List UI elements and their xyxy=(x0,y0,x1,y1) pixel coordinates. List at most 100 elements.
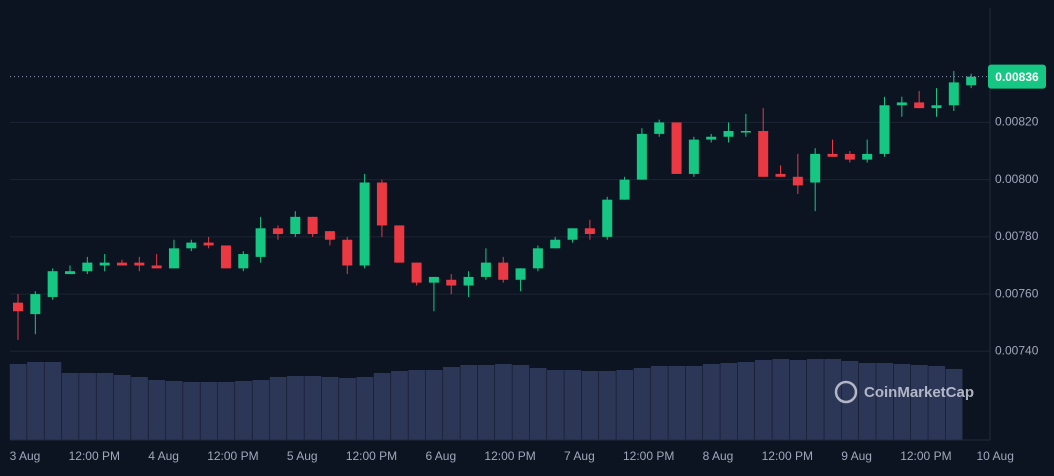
x-tick-label: 4 Aug xyxy=(148,449,179,463)
y-tick-label: 0.00740 xyxy=(995,343,1039,357)
candle-body xyxy=(914,102,925,109)
candle-body xyxy=(931,105,942,109)
watermark-icon xyxy=(834,380,858,404)
candle-body xyxy=(602,199,613,237)
watermark: CoinMarketCap xyxy=(834,380,974,404)
volume-bar xyxy=(391,371,408,440)
candle-body xyxy=(376,182,387,226)
candle-body xyxy=(394,225,405,263)
volume-bar xyxy=(477,365,495,440)
volume-bar xyxy=(824,359,842,440)
candle-body xyxy=(116,262,127,266)
volume-bar xyxy=(737,362,755,440)
volume-bar xyxy=(9,364,27,440)
volume-bar xyxy=(651,366,668,440)
x-tick-label: 8 Aug xyxy=(703,449,734,463)
volume-bar xyxy=(44,362,62,440)
volume-bar xyxy=(789,360,807,440)
volume-bar xyxy=(581,371,599,440)
x-tick-label: 12:00 PM xyxy=(69,449,120,463)
volume-bar xyxy=(252,380,270,440)
price-tag xyxy=(988,64,1046,89)
candle-body xyxy=(966,76,977,86)
candle-body xyxy=(255,228,266,257)
candle-body xyxy=(134,262,145,266)
candle-body xyxy=(186,242,197,249)
candle-body xyxy=(238,254,249,269)
candle-body xyxy=(428,276,439,283)
volume-bar xyxy=(910,365,928,440)
volume-bar xyxy=(460,365,478,440)
candle-body xyxy=(775,173,786,177)
volume-bar xyxy=(356,377,374,440)
x-tick-label: 12:00 PM xyxy=(762,449,813,463)
x-tick-label: 7 Aug xyxy=(564,449,595,463)
volume-bar xyxy=(616,370,634,440)
x-tick-label: 12:00 PM xyxy=(900,449,951,463)
volume-bar xyxy=(183,382,200,440)
candle-body xyxy=(290,216,301,235)
candle-body xyxy=(636,133,647,180)
candle-body xyxy=(827,153,838,157)
volume-bar xyxy=(547,370,564,440)
volume-bar xyxy=(945,369,963,440)
y-tick-label: 0.00780 xyxy=(995,229,1039,243)
candle-body xyxy=(654,122,665,134)
volume-bar xyxy=(217,382,235,440)
volume-bar xyxy=(27,362,44,440)
x-tick-label: 3 Aug xyxy=(10,449,41,463)
volume-bar xyxy=(720,363,738,440)
volume-bar xyxy=(113,375,131,440)
volume-bar xyxy=(928,366,946,440)
candle-body xyxy=(810,153,821,183)
volume-bar xyxy=(806,359,824,440)
volume-bar xyxy=(495,364,512,440)
candle-body xyxy=(688,139,699,174)
volume-bar xyxy=(200,382,218,440)
candle-body xyxy=(619,179,630,200)
candle-body xyxy=(359,182,370,266)
candle-body xyxy=(30,294,41,315)
candle-body xyxy=(948,82,959,106)
volume-bar xyxy=(79,373,96,440)
volume-bar xyxy=(772,359,790,440)
candle-body xyxy=(64,271,75,275)
candle-body xyxy=(203,242,214,246)
candle-body xyxy=(307,216,318,235)
x-tick-label: 10 Aug xyxy=(977,449,1014,463)
candle-body xyxy=(151,265,162,269)
x-tick-label: 12:00 PM xyxy=(207,449,258,463)
candle-body xyxy=(411,262,422,283)
y-tick-label: 0.00760 xyxy=(995,286,1039,300)
volume-bar xyxy=(633,368,651,440)
x-tick-label: 12:00 PM xyxy=(346,449,397,463)
candle-body xyxy=(792,176,803,186)
volume-bar xyxy=(529,368,547,440)
volume-bar xyxy=(703,364,720,440)
candle-body xyxy=(220,245,231,269)
volume-bar xyxy=(858,363,876,440)
candle-body xyxy=(515,268,526,280)
candle-body xyxy=(82,262,93,272)
candle-body xyxy=(862,153,873,160)
candle-body xyxy=(13,302,23,312)
volume-bar xyxy=(131,377,148,440)
candle-body xyxy=(740,131,751,133)
x-tick-label: 5 Aug xyxy=(287,449,318,463)
volume-bar xyxy=(599,371,616,440)
candle-body xyxy=(463,276,474,286)
volume-bar xyxy=(668,366,686,440)
candle-body xyxy=(879,105,890,154)
candle-body xyxy=(47,271,58,297)
volume-bars xyxy=(9,359,963,440)
candle-body xyxy=(567,228,578,240)
volume-bar xyxy=(304,376,322,440)
candle-body xyxy=(550,239,561,249)
x-tick-label: 6 Aug xyxy=(425,449,456,463)
volume-bar xyxy=(443,367,460,440)
volume-bar xyxy=(373,373,391,440)
candle-body xyxy=(342,239,353,266)
candle-body xyxy=(168,248,179,269)
candle-body xyxy=(324,231,335,240)
candle-body xyxy=(896,102,907,106)
